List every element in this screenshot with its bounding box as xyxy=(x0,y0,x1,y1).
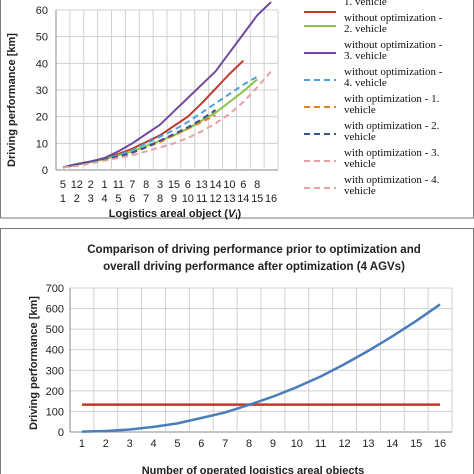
top-chart-x-tick-label: 7 xyxy=(129,179,135,191)
top-chart-x-tick-label: 14 xyxy=(237,193,249,205)
bottom-chart-x-tick-label: 4 xyxy=(151,438,157,450)
top-chart-legend-label: 1. vehicle xyxy=(344,0,387,8)
top-chart-x-tick-label: 8 xyxy=(143,179,149,191)
bottom-chart-x-ticks: 1 2 3 4 5 6 7 8 9 10 11 12 13 14 15 16 xyxy=(79,438,446,450)
top-chart-x-tick-label: 8 xyxy=(157,193,163,205)
top-chart-x-tick-label: 1 xyxy=(60,193,66,205)
top-chart-legend-label: with optimization - 3. xyxy=(344,147,440,159)
top-chart-legend-label: vehicle xyxy=(344,185,376,197)
top-chart-x-tick-label: 6 xyxy=(240,179,246,191)
bottom-chart-x-tick-label: 12 xyxy=(338,438,350,450)
bottom-chart-y-tick-label: 400 xyxy=(46,345,64,357)
top-chart-y-tick-label: 40 xyxy=(36,58,48,70)
top-chart-x-tick-label: 16 xyxy=(265,193,277,205)
top-chart-x-tick-label: 13 xyxy=(196,179,208,191)
top-chart-x-tick-label: 9 xyxy=(171,193,177,205)
top-chart-x-tick-label: 15 xyxy=(168,179,180,191)
top-chart-x-tick-label: 1 xyxy=(102,179,108,191)
top-chart-legend-label: with optimization - 1. xyxy=(344,93,440,105)
bottom-chart-y-tick-label: 300 xyxy=(46,365,64,377)
top-chart-x-tick-label: 7 xyxy=(143,193,149,205)
top-chart-series-line xyxy=(62,70,272,169)
bottom-chart-x-tick-label: 5 xyxy=(174,438,180,450)
top-chart-y-axis-label: Driving performance [km] xyxy=(6,33,18,167)
bottom-chart-x-tick-label: 2 xyxy=(103,438,109,450)
bottom-chart-x-tick-label: 8 xyxy=(246,438,252,450)
top-chart-y-ticks: 0 10 20 30 40 50 60 xyxy=(36,5,48,177)
top-chart-legend-label: 4. vehicle xyxy=(344,77,387,89)
bottom-chart-y-tick-label: 700 xyxy=(46,283,64,295)
top-chart-series xyxy=(62,1,272,169)
top-chart-x-tick-label: 11 xyxy=(113,179,124,191)
top-chart-x-tick-label: 6 xyxy=(185,179,191,191)
top-chart-x-ticks: 5 12 2 1 11 7 8 3 15 6 13 14 10 6 81 2 3 4 5 6 7 8 9 10 11 12 13 14… xyxy=(60,179,277,205)
bottom-chart-x-tick-label: 7 xyxy=(222,438,228,450)
top-chart-y-tick-label: 10 xyxy=(36,138,48,150)
bottom-chart-x-tick-label: 3 xyxy=(127,438,133,450)
top-chart-gridlines xyxy=(55,9,279,171)
bottom-chart: Comparison of driving performance prior … xyxy=(28,244,453,474)
bottom-chart-x-tick-label: 15 xyxy=(410,438,422,450)
bottom-chart-x-tick-label: 10 xyxy=(291,438,303,450)
top-chart-x-tick-label: 2 xyxy=(88,179,94,191)
top-chart-legend-label: vehicle xyxy=(344,131,376,143)
top-chart-series-line xyxy=(62,109,217,169)
top-chart-x-tick-label: 10 xyxy=(223,179,235,191)
top-chart-legend-label: vehicle xyxy=(344,104,376,116)
bottom-chart-title-line-1: Comparison of driving performance prior … xyxy=(87,244,421,256)
bottom-chart-gridlines xyxy=(69,287,453,433)
top-chart-x-tick-label: 6 xyxy=(129,193,135,205)
bottom-chart-title-line-2: overall driving performance after optimi… xyxy=(103,261,405,273)
top-chart-x-tick-label: 13 xyxy=(223,193,235,205)
bottom-chart-y-tick-label: 500 xyxy=(46,324,64,336)
bottom-chart-series xyxy=(81,303,441,433)
top-chart-x-tick-label: 15 xyxy=(251,193,263,205)
top-chart-x-tick-label: 3 xyxy=(88,193,94,205)
top-chart-x-tick-label: 12 xyxy=(71,179,83,191)
top-chart-x-tick-label: 2 xyxy=(74,193,80,205)
top-chart-legend-label: 2. vehicle xyxy=(344,23,387,35)
bottom-chart-y-ticks: 0 100 200 300 400 500 600 700 xyxy=(46,283,64,439)
top-chart-x-tick-label: 4 xyxy=(102,193,108,205)
top-chart-legend-label: without optimization - xyxy=(344,66,443,78)
bottom-chart-x-tick-label: 13 xyxy=(362,438,374,450)
top-chart-y-tick-label: 30 xyxy=(36,85,48,97)
top-chart-y-tick-label: 60 xyxy=(36,5,48,17)
top-chart-x-tick-label: 14 xyxy=(209,179,221,191)
top-chart-x-tick-label: 10 xyxy=(182,193,194,205)
top-chart-legend-label: without optimization - xyxy=(344,12,443,24)
bottom-chart-x-tick-label: 16 xyxy=(434,438,446,450)
top-chart-legend-label: with optimization - 4. xyxy=(344,174,440,186)
bottom-chart-series-line xyxy=(81,303,441,433)
bottom-chart-x-axis-label: Number of operated logistics areal objec… xyxy=(142,465,365,474)
top-chart-y-tick-label: 20 xyxy=(36,112,48,124)
bottom-chart-y-axis-label: Driving performance [km] xyxy=(28,296,40,430)
bottom-chart-x-tick-label: 6 xyxy=(198,438,204,450)
bottom-chart-y-tick-label: 600 xyxy=(46,304,64,316)
top-chart-legend-label: 3. vehicle xyxy=(344,50,387,62)
bottom-chart-x-tick-label: 1 xyxy=(79,438,85,450)
top-chart-x-tick-label: 11 xyxy=(196,193,207,205)
bottom-chart-x-tick-label: 9 xyxy=(270,438,276,450)
top-chart-y-tick-label: 50 xyxy=(36,32,48,44)
top-chart-x-tick-label: 12 xyxy=(209,193,221,205)
top-chart-legend-label: without optimization - xyxy=(344,39,443,51)
bottom-chart-x-tick-label: 11 xyxy=(315,438,326,450)
top-chart-legend-label: with optimization - 2. xyxy=(344,120,440,132)
bottom-chart-y-tick-label: 100 xyxy=(46,406,64,418)
top-chart-legend-label: vehicle xyxy=(344,158,376,170)
top-chart-x-axis-label: Logistics areal object (Vi) xyxy=(109,208,242,221)
top-chart-x-tick-label: 8 xyxy=(254,179,260,191)
top-chart-x-tick-label: 5 xyxy=(115,193,121,205)
bottom-chart-y-tick-label: 200 xyxy=(46,386,64,398)
top-chart-x-tick-label: 3 xyxy=(157,179,163,191)
bottom-chart-y-tick-label: 0 xyxy=(58,427,64,439)
bottom-chart-x-tick-label: 14 xyxy=(386,438,398,450)
top-chart-x-tick-label: 5 xyxy=(60,179,66,191)
top-chart-y-tick-label: 0 xyxy=(42,165,48,177)
